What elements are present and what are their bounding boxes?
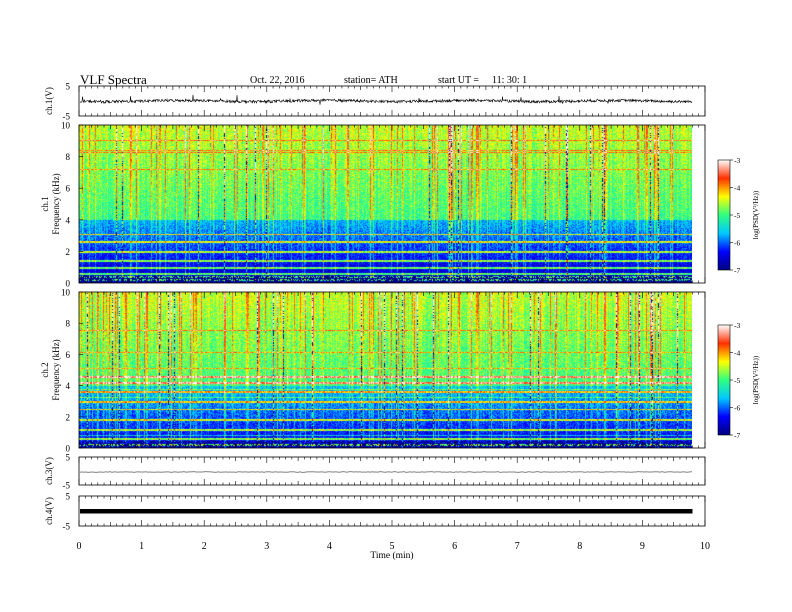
colorbar-tick-label--6: -6 [734, 404, 740, 413]
ylabel-line2-ch1-spectrogram: Frequency (kHz) [51, 173, 61, 234]
x-tick-label-0: 0 [77, 541, 82, 552]
ylabel-line1-ch2-spectrogram: ch.2 [40, 362, 50, 377]
x-tick-label-6: 6 [452, 541, 457, 552]
x-tick-label-4: 4 [327, 541, 332, 552]
colorbar-1 [717, 159, 731, 271]
3-y-tick--5: -5 [63, 481, 71, 491]
x-tick-label-2: 2 [202, 541, 207, 552]
ch1-waveform-trace [79, 94, 693, 105]
colorbar-tick-label--3: -3 [734, 321, 740, 330]
spectro1-y-tick-4: 4 [66, 215, 71, 225]
station-label: station= ATH [344, 75, 398, 86]
spectrogram-1 [79, 125, 692, 283]
colorbar-2 [717, 324, 731, 436]
start-ut-value: 11: 30: 1 [492, 75, 528, 86]
0-y-tick-5: 5 [66, 82, 71, 92]
x-axis-label: Time (min) [370, 550, 413, 561]
x-tick-label-9: 9 [640, 541, 645, 552]
0-y-tick--5: -5 [63, 112, 71, 122]
ylabel-line1-ch1-spectrogram: ch.1 [40, 196, 50, 211]
4-y-tick-5: 5 [66, 492, 71, 502]
colorbar-tick-label--7: -7 [734, 431, 740, 440]
spectro2-y-tick-0: 0 [66, 444, 71, 454]
chart-title: VLF Spectra [80, 72, 147, 87]
colorbar-tick-label--4: -4 [734, 184, 740, 193]
4-y-tick--5: -5 [63, 522, 71, 532]
spectro2-y-tick-2: 2 [66, 412, 71, 422]
spectro1-y-tick-0: 0 [66, 279, 71, 289]
spectro1-y-tick-2: 2 [66, 247, 71, 257]
spectro2-y-tick-8: 8 [66, 319, 71, 329]
ylabel-line2-ch2-spectrogram: Frequency (kHz) [51, 339, 61, 400]
spectrogram-2 [79, 292, 692, 448]
ylabel-ch1-waveform: ch.1(V) [44, 87, 54, 115]
colorbar-tick-label--3: -3 [734, 156, 740, 165]
date-label: Oct. 22, 2016 [250, 75, 305, 86]
3-y-tick-5: 5 [66, 453, 71, 463]
ylabel-ch3-waveform: ch.3(V) [44, 457, 54, 485]
colorbar-tick-label--7: -7 [734, 266, 740, 275]
start-ut-label: start UT = [438, 75, 480, 86]
spectro2-y-tick-6: 6 [66, 350, 71, 360]
colorbar-label-1: log(PSD(V²/Hz)) [752, 190, 760, 239]
colorbar-tick-label--5: -5 [734, 211, 740, 220]
ylabel-ch4-waveform: ch.4(V) [44, 497, 54, 525]
spectro1-y-tick-6: 6 [66, 184, 71, 194]
colorbar-tick-label--4: -4 [734, 349, 740, 358]
spectro1-y-tick-8: 8 [66, 152, 71, 162]
x-tick-label-3: 3 [264, 541, 269, 552]
x-tick-label-10: 10 [700, 541, 710, 552]
x-tick-label-7: 7 [515, 541, 520, 552]
x-tick-label-1: 1 [139, 541, 144, 552]
colorbar-label-2: log(PSD(V²/Hz)) [752, 355, 760, 404]
ch4-waveform-trace [80, 509, 693, 514]
spectro2-y-tick-10: 10 [61, 288, 71, 298]
spectro1-y-tick-10: 10 [61, 121, 71, 131]
colorbar-tick-label--5: -5 [734, 376, 740, 385]
spectro2-y-tick-4: 4 [66, 381, 71, 391]
x-tick-label-8: 8 [577, 541, 582, 552]
x-tick-label-5: 5 [390, 541, 395, 552]
colorbar-tick-label--6: -6 [734, 239, 740, 248]
